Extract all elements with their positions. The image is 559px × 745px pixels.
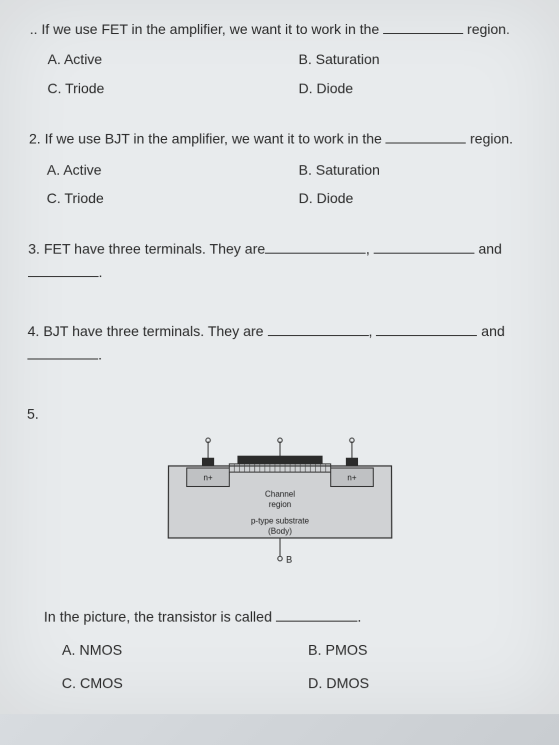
q5-num: 5. bbox=[27, 402, 532, 425]
q3-num: 3. bbox=[28, 241, 40, 257]
svg-text:p-type substrate: p-type substrate bbox=[250, 517, 309, 526]
question-4: 4. BJT have three terminals. They are , … bbox=[27, 320, 531, 366]
q4-blank-1 bbox=[268, 322, 369, 336]
q1-opt-d: D. Diode bbox=[299, 77, 530, 99]
q1-opt-c: C. Triode bbox=[47, 77, 278, 99]
q4-num: 4. bbox=[28, 323, 40, 339]
q3-blank-1 bbox=[265, 240, 366, 254]
q5-diagram-wrap: n+ n+ Channelregion p-type substrate(Body) B bbox=[26, 435, 533, 575]
q5-body: In the picture, the transistor is called bbox=[44, 608, 272, 625]
q5-opt-d: D. DMOS bbox=[308, 672, 534, 695]
q5-text: In the picture, the transistor is called… bbox=[25, 605, 533, 628]
q2-options: A. Active B. Saturation C. Triode D. Dio… bbox=[28, 158, 530, 209]
svg-text:n+: n+ bbox=[347, 473, 357, 482]
question-5: 5. n+ n+ Channelregion p-type substrate(Bod… bbox=[25, 402, 534, 695]
q2-body: If we use BJT in the amplifier, we want … bbox=[45, 131, 382, 147]
svg-text:region: region bbox=[268, 500, 291, 509]
q2-blank bbox=[386, 130, 466, 144]
transistor-diagram: n+ n+ Channelregion p-type substrate(Body) B bbox=[147, 435, 411, 575]
q1-opt-a: A. Active bbox=[48, 48, 279, 70]
q3-blank-2 bbox=[374, 240, 475, 254]
q5-opt-a: A. NMOS bbox=[62, 638, 288, 661]
question-2: 2. If we use BJT in the amplifier, we wa… bbox=[28, 128, 530, 210]
svg-text:n+: n+ bbox=[203, 473, 213, 482]
q2-suffix: region. bbox=[470, 131, 513, 147]
q2-opt-b: B. Saturation bbox=[299, 158, 531, 181]
q3-and: and bbox=[478, 241, 502, 257]
q3-text: 3. FET have three terminals. They are, a… bbox=[28, 238, 531, 283]
q2-opt-c: C. Triode bbox=[47, 187, 279, 210]
q2-text: 2. If we use BJT in the amplifier, we wa… bbox=[29, 128, 530, 151]
q5-blank bbox=[276, 607, 357, 621]
q1-text: .. If we use FET in the amplifier, we wa… bbox=[30, 18, 530, 40]
q3-body: FET have three terminals. They are bbox=[44, 241, 265, 257]
q4-body: BJT have three terminals. They are bbox=[43, 323, 263, 339]
q5-opt-c: C. CMOS bbox=[62, 672, 288, 695]
q2-num: 2. bbox=[29, 131, 41, 147]
q1-blank bbox=[383, 20, 463, 34]
q5-opt-b: B. PMOS bbox=[308, 638, 534, 661]
q4-text: 4. BJT have three terminals. They are , … bbox=[27, 320, 531, 366]
q2-opt-d: D. Diode bbox=[299, 187, 531, 210]
svg-text:(Body): (Body) bbox=[268, 527, 292, 536]
svg-text:Channel: Channel bbox=[264, 490, 294, 499]
q1-suffix: region. bbox=[467, 21, 510, 37]
question-3: 3. FET have three terminals. They are, a… bbox=[28, 238, 531, 283]
q4-blank-3 bbox=[27, 345, 98, 359]
q2-opt-a: A. Active bbox=[47, 158, 279, 181]
q5-options: A. NMOS B. PMOS C. CMOS D. DMOS bbox=[25, 638, 534, 695]
q4-blank-2 bbox=[376, 322, 477, 336]
q4-and: and bbox=[481, 323, 505, 339]
q3-blank-3 bbox=[28, 263, 99, 277]
q1-options: A. Active B. Saturation C. Triode D. Dio… bbox=[29, 48, 529, 99]
svg-text:B: B bbox=[286, 555, 292, 565]
q1-opt-b: B. Saturation bbox=[299, 48, 530, 70]
question-1: .. If we use FET in the amplifier, we wa… bbox=[29, 18, 529, 99]
q1-prefix: .. If we use FET in the amplifier, we wa… bbox=[30, 21, 380, 37]
